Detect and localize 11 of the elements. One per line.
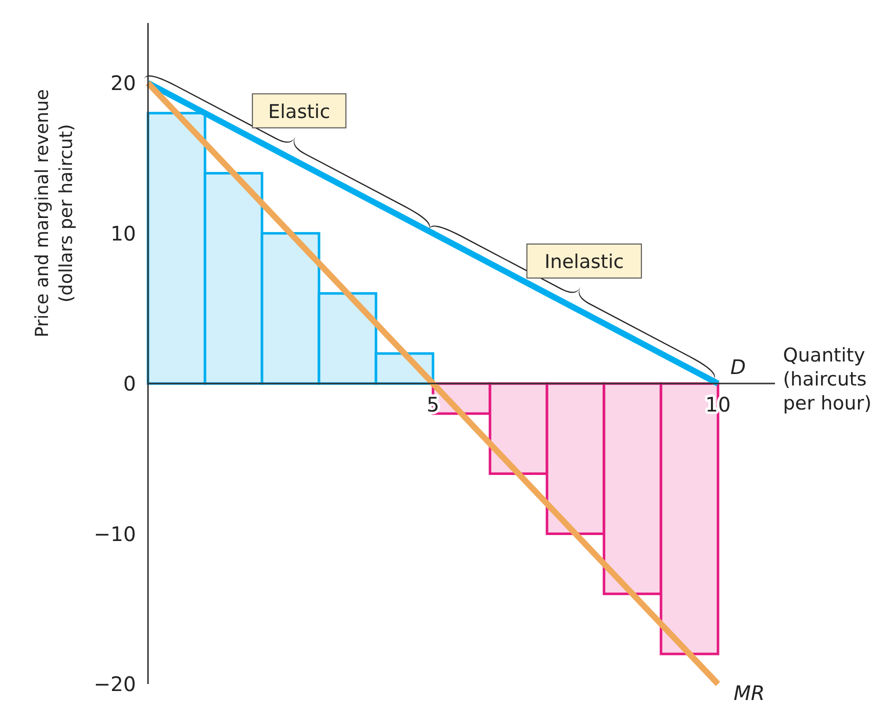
y-tick-label: 20 (110, 71, 136, 96)
y-tick-label: 0 (123, 372, 136, 396)
series-label: D (730, 355, 746, 380)
y-tick-label: −20 (94, 672, 136, 696)
x-axis-title: Quantity (haircuts per hour) (783, 344, 872, 415)
series-label: MR (734, 681, 765, 706)
annotation: Inelastic (544, 251, 624, 274)
y-tick-label: −10 (94, 522, 136, 546)
y-axis-title: Price and marginal revenue (dollars per haircut) (32, 89, 77, 338)
annotation: Elastic (268, 100, 330, 123)
y-tick-label: 10 (110, 221, 136, 246)
